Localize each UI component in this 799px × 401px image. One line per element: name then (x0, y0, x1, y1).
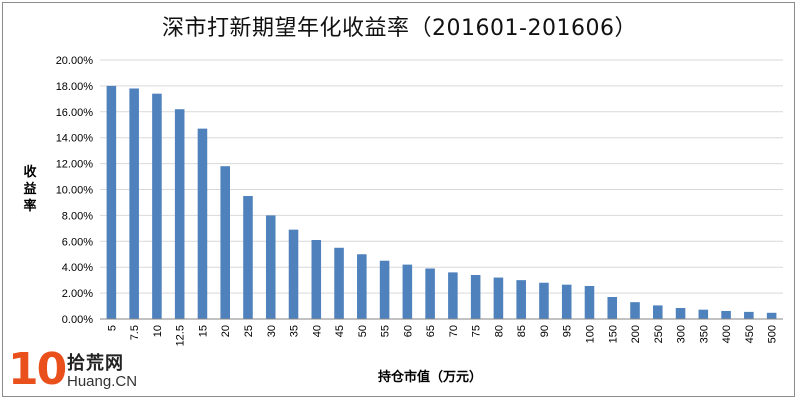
x-tick-label: 70 (448, 325, 460, 337)
x-tick-label: 40 (311, 325, 323, 337)
bar-40 (311, 240, 322, 319)
bar-85 (516, 280, 526, 319)
bar-20 (220, 166, 230, 319)
bar-60 (402, 264, 413, 319)
bar-5 (106, 85, 117, 320)
bar-25 (243, 195, 253, 319)
x-tick-label: 100 (584, 325, 596, 343)
x-tick-label: 10 (152, 325, 164, 337)
x-tick-label: 95 (562, 325, 574, 337)
logo-number: 10 (8, 344, 67, 395)
x-tick-label: 200 (630, 325, 642, 343)
x-tick-label: 5 (106, 325, 118, 331)
bar-400 (721, 310, 731, 319)
x-tick-label: 90 (539, 325, 551, 337)
bar-200 (630, 302, 640, 319)
x-tick-label: 400 (721, 325, 733, 343)
x-tick-label: 35 (289, 325, 301, 337)
logo-domain: Huang.CN (67, 373, 138, 390)
bar-45 (334, 247, 344, 319)
x-tick-label: 20 (220, 325, 232, 337)
x-tick-label: 12.5 (175, 325, 187, 346)
chart-title: 深市打新期望年化收益率（201601-201606） (162, 16, 637, 41)
y-tick-label: 8.00% (62, 210, 93, 222)
y-tick-label: 12.00% (56, 159, 94, 171)
x-tick-label: 500 (767, 325, 779, 343)
x-tick-labels: 5 7.5 10 12.5 15 20 25 30 35 40 45 50 55 60 65 70 75 80 85… (106, 325, 778, 346)
bar-65 (425, 268, 435, 319)
x-axis-label: 持仓市值（万元） (377, 370, 482, 385)
x-tick-label: 300 (676, 325, 688, 343)
x-tick-label: 250 (653, 325, 665, 343)
x-tick-label: 55 (380, 325, 392, 337)
y-tick-label: 2.00% (62, 288, 93, 300)
bar-450 (744, 311, 754, 319)
y-tick-labels: 0.00% 2.00% 4.00% 6.00% 8.00% 10.00% 12.00% 14.… (56, 55, 94, 326)
bar-350 (698, 309, 709, 319)
x-tick-label: 350 (698, 325, 710, 343)
y-tick-label: 6.00% (62, 236, 93, 248)
x-tick-label: 60 (402, 325, 414, 337)
y-tick-label: 0.00% (62, 314, 93, 326)
bar-75 (470, 274, 481, 319)
y-tick-label: 4.00% (62, 262, 93, 274)
x-tick-label: 65 (425, 325, 437, 337)
x-tick-label: 80 (493, 325, 505, 337)
y-tick-label: 16.00% (56, 107, 94, 119)
bar-150 (607, 296, 618, 319)
x-tick-label: 30 (266, 325, 278, 337)
bar-55 (379, 260, 390, 319)
x-tick-label: 15 (197, 325, 209, 337)
bar-95 (561, 284, 572, 319)
x-tick-label: 450 (744, 325, 756, 343)
y-tick-label: 10.00% (56, 185, 94, 197)
bar-35 (288, 229, 299, 319)
y-tick-label: 14.00% (56, 133, 94, 145)
bar-70 (448, 272, 458, 319)
bar-15 (197, 128, 208, 319)
bar-30 (265, 215, 276, 319)
logo-name: 拾荒网 (67, 353, 124, 374)
x-tick-label: 45 (334, 325, 346, 337)
x-tick-label: 75 (471, 325, 483, 337)
bar-100 (584, 285, 595, 319)
y-tick-label: 18.00% (56, 81, 94, 93)
bar-300 (675, 307, 686, 319)
x-tick-label: 150 (607, 325, 619, 343)
y-tick-label: 20.00% (56, 55, 94, 67)
bars (106, 85, 777, 320)
bar-250 (653, 305, 663, 319)
bar-10 (152, 93, 162, 319)
bar-12.5 (174, 109, 185, 320)
x-tick-label: 25 (243, 325, 255, 337)
y-axis-label: 收益率 (23, 165, 37, 214)
x-tick-label: 50 (357, 325, 369, 337)
site-logo: 10 拾荒网 Huang.CN (8, 344, 158, 397)
bar-80 (493, 277, 504, 319)
x-tick-label: 85 (516, 325, 528, 337)
x-tick-label: 7.5 (129, 325, 141, 340)
bar-90 (539, 282, 549, 319)
bar-7.5 (129, 88, 139, 320)
bar-50 (357, 254, 367, 319)
chart-frame (2, 2, 795, 397)
bar-500 (766, 312, 777, 319)
